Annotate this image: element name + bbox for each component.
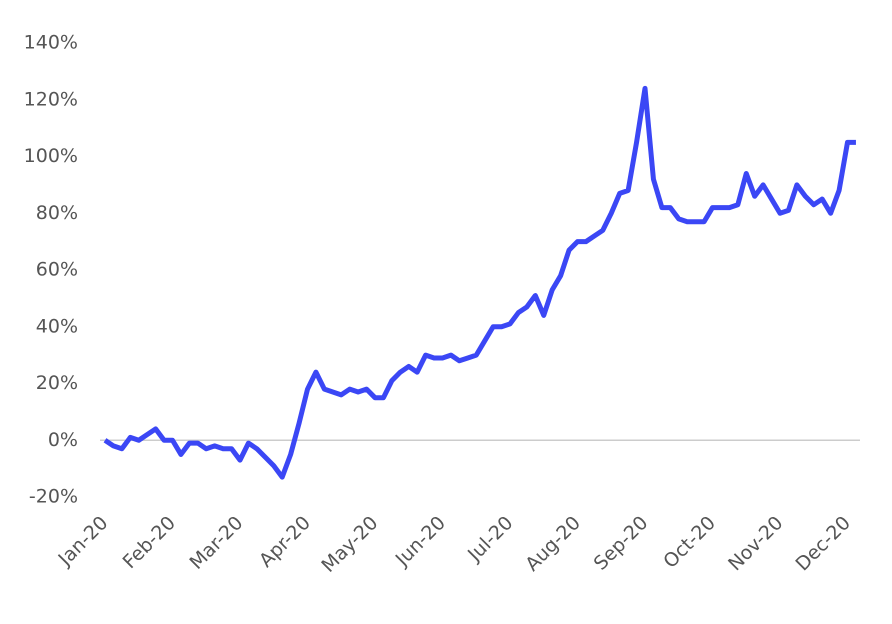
x-tick-label: Jan-20 xyxy=(54,512,113,571)
y-tick-label: 100% xyxy=(24,145,78,167)
x-tick-label: Feb-20 xyxy=(119,512,180,573)
x-tick-label: Aug-20 xyxy=(521,512,585,576)
x-tick-label: Oct-20 xyxy=(659,512,720,573)
x-tick-label: Jun-20 xyxy=(391,512,450,571)
x-tick-label: Mar-20 xyxy=(185,512,247,574)
x-tick-label: Apr-20 xyxy=(255,512,315,572)
x-tick-label: Nov-20 xyxy=(724,512,787,575)
y-tick-label: -20% xyxy=(29,486,78,508)
y-tick-label: 60% xyxy=(36,259,78,281)
y-tick-label: 20% xyxy=(36,372,78,394)
x-tick-label: Sep-20 xyxy=(590,512,653,575)
x-tick-label: Jul-20 xyxy=(463,512,517,566)
y-tick-label: 120% xyxy=(24,88,78,110)
y-tick-label: 0% xyxy=(48,429,78,451)
x-tick-label: Dec-20 xyxy=(791,512,855,576)
x-tick-label: May-20 xyxy=(317,512,382,577)
y-tick-label: 140% xyxy=(24,32,78,54)
y-tick-label: 40% xyxy=(36,315,78,337)
data-line xyxy=(103,85,856,480)
y-tick-label: 80% xyxy=(36,202,78,224)
